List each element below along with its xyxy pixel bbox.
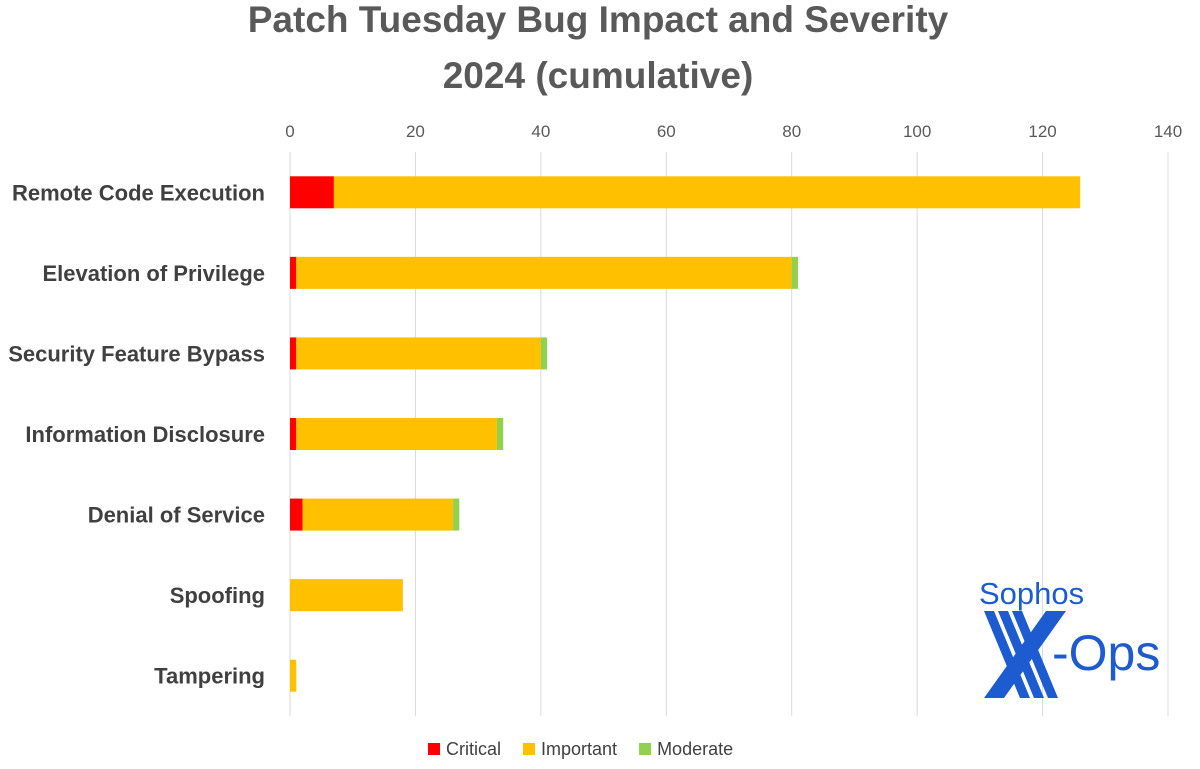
logo-bottom-text: -Ops: [1052, 625, 1160, 681]
bar-segment-moderate: [540, 337, 548, 370]
legend-swatch-critical: [428, 743, 440, 755]
bar-segment-important: [296, 418, 497, 450]
bar-segment-important: [290, 579, 403, 612]
bars: [290, 176, 1081, 692]
bar-segment-critical: [290, 418, 297, 450]
x-tick-label: 0: [285, 122, 294, 141]
category-label: Security Feature Bypass: [8, 341, 265, 366]
bar-segment-moderate: [791, 256, 798, 289]
bar-segment-important: [302, 498, 454, 531]
category-labels: Remote Code Execution Elevation of Privil…: [8, 180, 265, 688]
legend: Critical Important Moderate: [428, 739, 733, 759]
category-label: Spoofing: [170, 583, 265, 608]
x-tick-label: 140: [1154, 122, 1182, 141]
chart-title-line-2: 2024 (cumulative): [443, 55, 754, 96]
bar-segment-critical: [290, 498, 303, 531]
category-label: Remote Code Execution: [12, 180, 265, 205]
legend-swatch-important: [523, 743, 536, 755]
legend-label-critical: Critical: [446, 739, 501, 759]
legend-label-important: Important: [541, 739, 617, 759]
bar-segment-moderate: [496, 418, 504, 450]
chart-title: Patch Tuesday Bug Impact and Severity 20…: [248, 0, 949, 96]
category-label: Tampering: [154, 664, 265, 689]
bar-segment-important: [296, 256, 792, 289]
logo-top-text: Sophos: [979, 576, 1084, 611]
sophos-xops-logo: Sophos -Ops: [979, 576, 1160, 698]
category-label: Elevation of Privilege: [42, 261, 265, 286]
x-axis-ticks: 0 20 40 60 80 100 120 140: [285, 122, 1182, 141]
x-tick-label: 60: [657, 122, 676, 141]
bar-segment-critical: [290, 256, 297, 289]
chart-title-line-1: Patch Tuesday Bug Impact and Severity: [248, 0, 949, 40]
x-tick-label: 80: [782, 122, 801, 141]
x-tick-label: 40: [531, 122, 550, 141]
logo-x-mark: [984, 611, 1066, 698]
gridlines: [289, 152, 1169, 716]
legend-swatch-moderate: [639, 743, 652, 755]
category-label: Denial of Service: [88, 503, 265, 528]
x-tick-label: 20: [406, 122, 425, 141]
category-label: Information Disclosure: [25, 422, 265, 447]
bar-segment-critical: [290, 176, 334, 209]
x-tick-label: 100: [903, 122, 931, 141]
bar-segment-important: [290, 659, 297, 692]
bar-segment-moderate: [453, 498, 460, 531]
bar-segment-important: [296, 337, 541, 370]
x-tick-label: 120: [1028, 122, 1056, 141]
bar-segment-critical: [290, 337, 297, 370]
legend-label-moderate: Moderate: [657, 739, 733, 759]
bar-segment-important: [333, 176, 1081, 209]
